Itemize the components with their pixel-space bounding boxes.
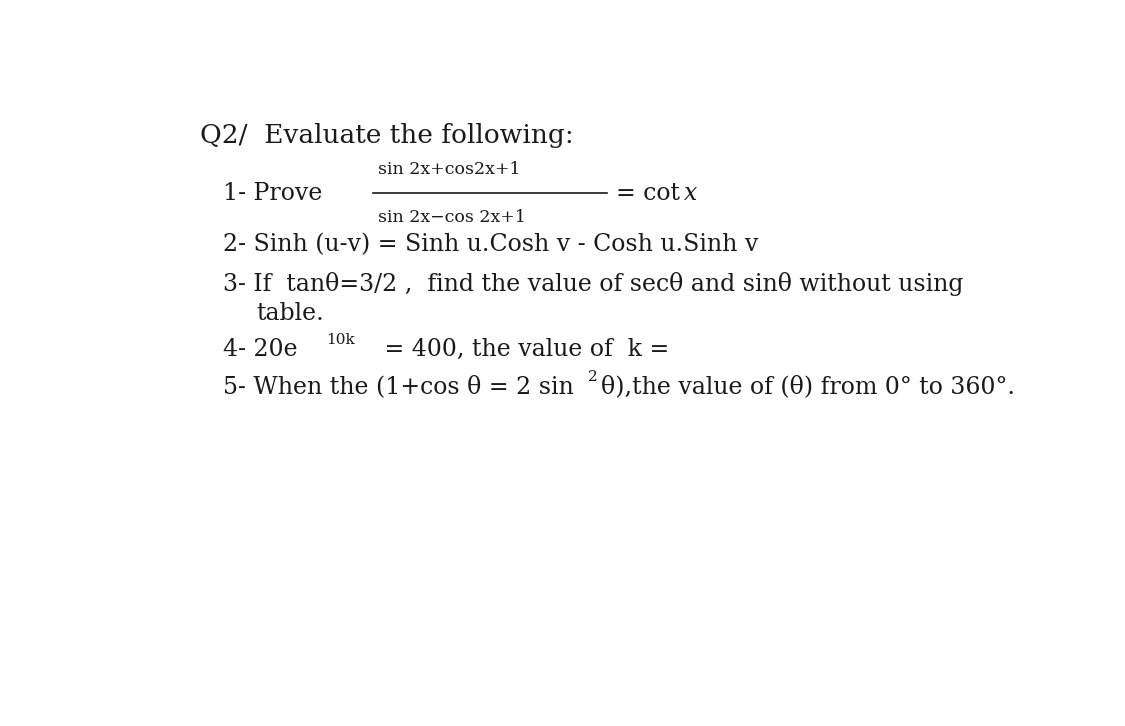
Text: Q2/  Evaluate the following:: Q2/ Evaluate the following: (200, 123, 574, 148)
Text: 1- Prove: 1- Prove (224, 182, 323, 205)
Text: = cot: = cot (615, 182, 687, 205)
Text: sin 2x+cos2x+1: sin 2x+cos2x+1 (378, 160, 520, 178)
Text: x: x (684, 182, 698, 205)
Text: table.: table. (256, 302, 324, 325)
Text: 4- 20e: 4- 20e (224, 338, 298, 362)
Text: 3- If  tanθ=3/2 ,  find the value of secθ and sinθ without using: 3- If tanθ=3/2 , find the value of secθ … (224, 272, 964, 296)
Text: 5- When the (1+cos θ = 2 sin: 5- When the (1+cos θ = 2 sin (224, 375, 574, 399)
Text: 10k: 10k (326, 333, 356, 347)
Text: 2: 2 (588, 370, 597, 384)
Text: 2- Sinh (u-v) = Sinh u.Cosh v - Cosh u.Sinh v: 2- Sinh (u-v) = Sinh u.Cosh v - Cosh u.S… (224, 233, 759, 256)
Text: θ),the value of (θ) from 0° to 360°.: θ),the value of (θ) from 0° to 360°. (601, 375, 1015, 399)
Text: = 400, the value of  k =: = 400, the value of k = (377, 338, 669, 362)
Text: sin 2x−cos 2x+1: sin 2x−cos 2x+1 (378, 209, 525, 226)
